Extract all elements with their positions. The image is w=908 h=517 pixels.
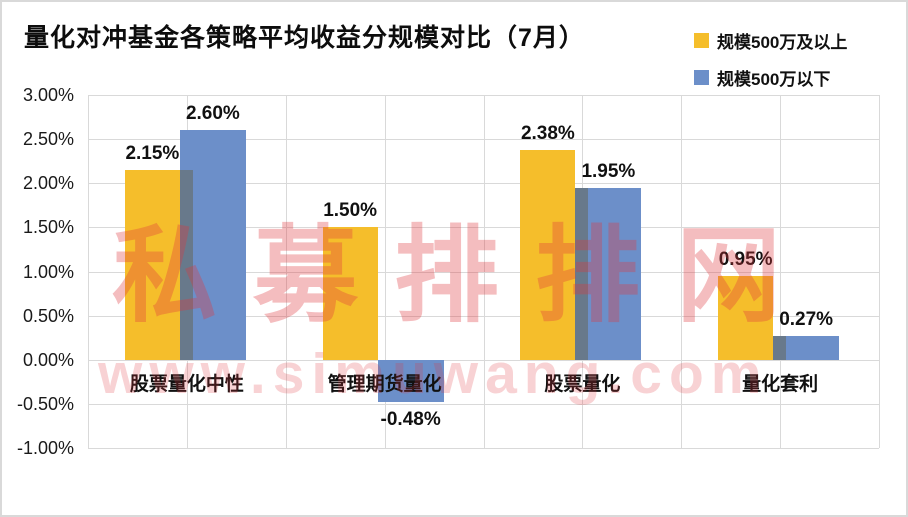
y-tick-label: 0.50% bbox=[22, 305, 74, 326]
y-tick-label: -1.00% bbox=[16, 438, 74, 458]
category-label: 股票量化中性 bbox=[129, 373, 244, 395]
legend-label-series2: 规模500万以下 bbox=[717, 69, 831, 89]
bar-series1 bbox=[520, 149, 576, 360]
category-label: 股票量化 bbox=[544, 373, 621, 395]
y-tick-label: 1.00% bbox=[22, 261, 74, 282]
value-label-series2: 2.60% bbox=[185, 103, 240, 125]
value-label-series1: 1.50% bbox=[323, 200, 378, 222]
bar-series2 bbox=[377, 359, 444, 403]
value-label-series1: 2.38% bbox=[520, 122, 575, 144]
bar-series1 bbox=[124, 170, 180, 360]
legend-swatch-blue-icon bbox=[694, 69, 709, 85]
category-label: 管理期货量化 bbox=[327, 373, 442, 395]
bar-overlap-strip bbox=[575, 187, 589, 360]
value-label-series2: 0.27% bbox=[779, 308, 834, 330]
gridline-vertical bbox=[88, 95, 89, 448]
bar-overlap-strip bbox=[773, 335, 787, 360]
gridline-vertical bbox=[681, 95, 683, 448]
legend-item-series1: 规模500万及以上 bbox=[694, 26, 847, 54]
gridline-vertical bbox=[780, 95, 782, 448]
bar-overlap-strip bbox=[179, 170, 193, 360]
gridline-vertical bbox=[879, 95, 880, 448]
legend-label-series1: 规模500万及以上 bbox=[717, 32, 848, 52]
legend: 规模500万及以上 规模500万以下 bbox=[694, 26, 847, 100]
gridline-vertical bbox=[483, 95, 485, 448]
category-label: 量化套利 bbox=[742, 373, 819, 395]
y-tick-label: 0.00% bbox=[22, 349, 74, 370]
plot-area: 2.15% 2.60% 股票量化中性 1.50% -0.48% 管理期货量化 2.38% 1.… bbox=[88, 95, 880, 449]
y-tick-label: 3.00% bbox=[22, 85, 74, 105]
y-tick-label: 1.50% bbox=[22, 217, 74, 238]
gridline-horizontal bbox=[88, 448, 879, 449]
bar-series2 bbox=[773, 335, 840, 360]
bar-series2 bbox=[575, 187, 642, 360]
value-label-series1: 0.95% bbox=[718, 248, 773, 270]
value-label-series2: 1.95% bbox=[581, 160, 636, 182]
bar-series2 bbox=[179, 130, 246, 360]
y-axis: 3.00% 2.50% 2.00% 1.50% 1.00% 0.50% 0.00% -0.50… bbox=[2, 85, 74, 458]
y-tick-label: 2.50% bbox=[22, 129, 74, 150]
y-tick-label: -0.50% bbox=[16, 393, 74, 414]
gridline-vertical bbox=[285, 95, 287, 448]
y-tick-label: 2.00% bbox=[22, 173, 74, 194]
legend-item-series2: 规模500万以下 bbox=[694, 63, 847, 91]
value-label-series2: -0.48% bbox=[380, 409, 441, 431]
bar-series1 bbox=[322, 227, 378, 360]
value-label-series1: 2.15% bbox=[125, 143, 180, 164]
gridline-vertical bbox=[384, 95, 386, 448]
chart-title: 量化对冲基金各策略平均收益分规模对比（7月） bbox=[24, 24, 585, 52]
bar-series1 bbox=[718, 275, 774, 360]
legend-swatch-yellow-icon bbox=[694, 32, 709, 48]
